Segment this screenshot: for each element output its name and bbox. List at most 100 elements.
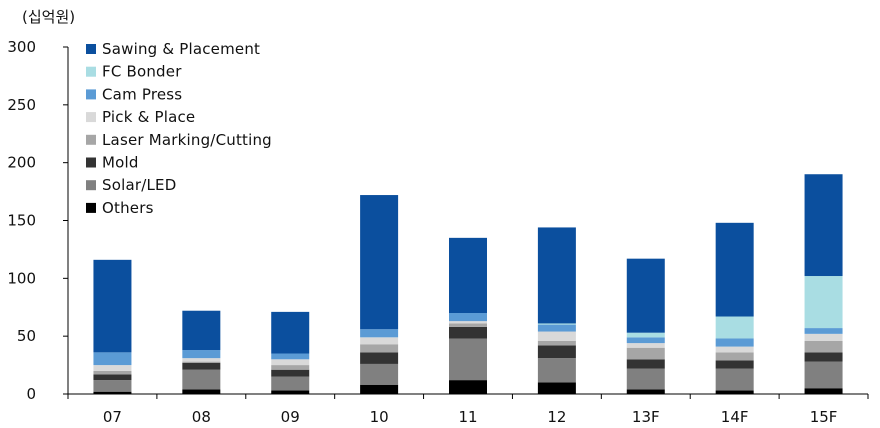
x-tick-label: 15F: [810, 408, 838, 426]
legend: Sawing & Placement FC Bonder Cam Press Pick…: [86, 40, 272, 217]
bar-segment: [271, 365, 310, 370]
bar-segment: [360, 195, 399, 330]
y-tick-label: 0: [26, 385, 36, 403]
legend-label: Pick & Place: [102, 108, 195, 126]
bar-stack-08: [182, 310, 221, 394]
x-tick-label: 13F: [632, 408, 660, 426]
y-tick-label: 50: [17, 327, 36, 345]
bar-segment: [182, 361, 221, 363]
legend-swatch: [86, 112, 96, 123]
bar-segment: [715, 368, 754, 391]
legend-label: Laser Marking/Cutting: [102, 131, 272, 149]
bar-stack-13F: [626, 258, 665, 394]
x-tick-label: 07: [103, 408, 122, 426]
x-tick-label: 09: [281, 408, 300, 426]
bar-segment: [804, 333, 843, 341]
bar-segment: [93, 365, 132, 371]
legend-swatch: [86, 202, 96, 213]
legend-swatch: [86, 44, 96, 54]
bar-segment: [626, 347, 665, 360]
legend-swatch: [86, 180, 96, 191]
legend-swatch: [86, 89, 96, 100]
bar-segment: [537, 323, 576, 325]
y-tick-label: 200: [7, 154, 36, 172]
bar-segment: [93, 380, 132, 392]
bar-stack-10: [360, 195, 399, 394]
bar-segment: [271, 390, 310, 394]
legend-item: Sawing & Placement: [86, 40, 260, 58]
y-axis: 0 50 100 150 200 250 300: [7, 38, 69, 403]
bar-segment: [93, 391, 132, 394]
bar-segment: [360, 344, 399, 353]
bar-segment: [271, 376, 310, 391]
bar-segment: [93, 370, 132, 375]
legend-item: FC Bonder: [86, 63, 182, 81]
bar-segment: [537, 331, 576, 341]
legend-label: Cam Press: [102, 85, 182, 103]
bar-segment: [271, 353, 310, 360]
bar-segment: [715, 352, 754, 361]
bar-stack-11: [449, 237, 487, 394]
bar-segment: [182, 350, 221, 359]
bar-segment: [360, 384, 399, 394]
bar-segment: [271, 311, 310, 354]
legend-label: Mold: [102, 154, 139, 172]
legend-item: Cam Press: [86, 85, 182, 103]
legend-item: Solar/LED: [86, 176, 176, 194]
legend-label: Others: [102, 199, 154, 217]
bar-segment: [537, 358, 576, 383]
bar-segment: [715, 360, 754, 369]
bar-segment: [715, 316, 754, 339]
bar-segment: [626, 368, 665, 390]
bar-segment: [360, 337, 399, 345]
bar-segment: [449, 313, 487, 322]
bar-segment: [93, 259, 132, 353]
y-tick-label: 150: [7, 212, 36, 230]
bar-segment: [449, 237, 487, 314]
x-tick-label: 11: [458, 408, 477, 426]
legend-label: FC Bonder: [102, 63, 182, 81]
y-tick-label: 250: [7, 96, 36, 114]
legend-swatch: [86, 134, 96, 145]
bars: [93, 174, 843, 394]
bar-segment: [182, 310, 221, 351]
bar-segment: [449, 323, 487, 327]
bar-segment: [715, 338, 754, 347]
bar-segment: [449, 326, 487, 339]
x-tick-label: 14F: [721, 408, 749, 426]
bar-segment: [537, 340, 576, 346]
bar-segment: [715, 390, 754, 394]
legend-item: Others: [86, 199, 154, 217]
bar-segment: [537, 324, 576, 332]
bar-segment: [804, 276, 843, 329]
x-tick-label: 12: [547, 408, 566, 426]
legend-label: Solar/LED: [102, 176, 176, 194]
y-tick-label: 100: [7, 269, 36, 287]
legend-item: Pick & Place: [86, 108, 195, 126]
bar-segment: [182, 369, 221, 390]
legend-item: Mold: [86, 154, 139, 172]
bar-stack-09: [271, 311, 310, 394]
bar-segment: [804, 388, 843, 394]
bar-segment: [360, 329, 399, 338]
legend-item: Laser Marking/Cutting: [86, 131, 272, 149]
bar-segment: [360, 352, 399, 364]
bar-segment: [93, 374, 132, 381]
legend-label: Sawing & Placement: [102, 40, 260, 58]
bar-stack-07: [93, 259, 132, 394]
bar-segment: [804, 328, 843, 334]
bar-segment: [271, 369, 310, 377]
x-tick-label: 10: [370, 408, 389, 426]
bar-segment: [537, 345, 576, 359]
bar-segment: [626, 258, 665, 333]
bar-segment: [182, 358, 221, 362]
bar-segment: [449, 380, 487, 394]
bar-segment: [804, 174, 843, 277]
bar-segment: [804, 361, 843, 389]
bar-segment: [626, 332, 665, 338]
bar-segment: [626, 389, 665, 394]
bar-segment: [804, 352, 843, 362]
bar-segment: [626, 359, 665, 369]
bar-stack-14F: [715, 222, 754, 394]
